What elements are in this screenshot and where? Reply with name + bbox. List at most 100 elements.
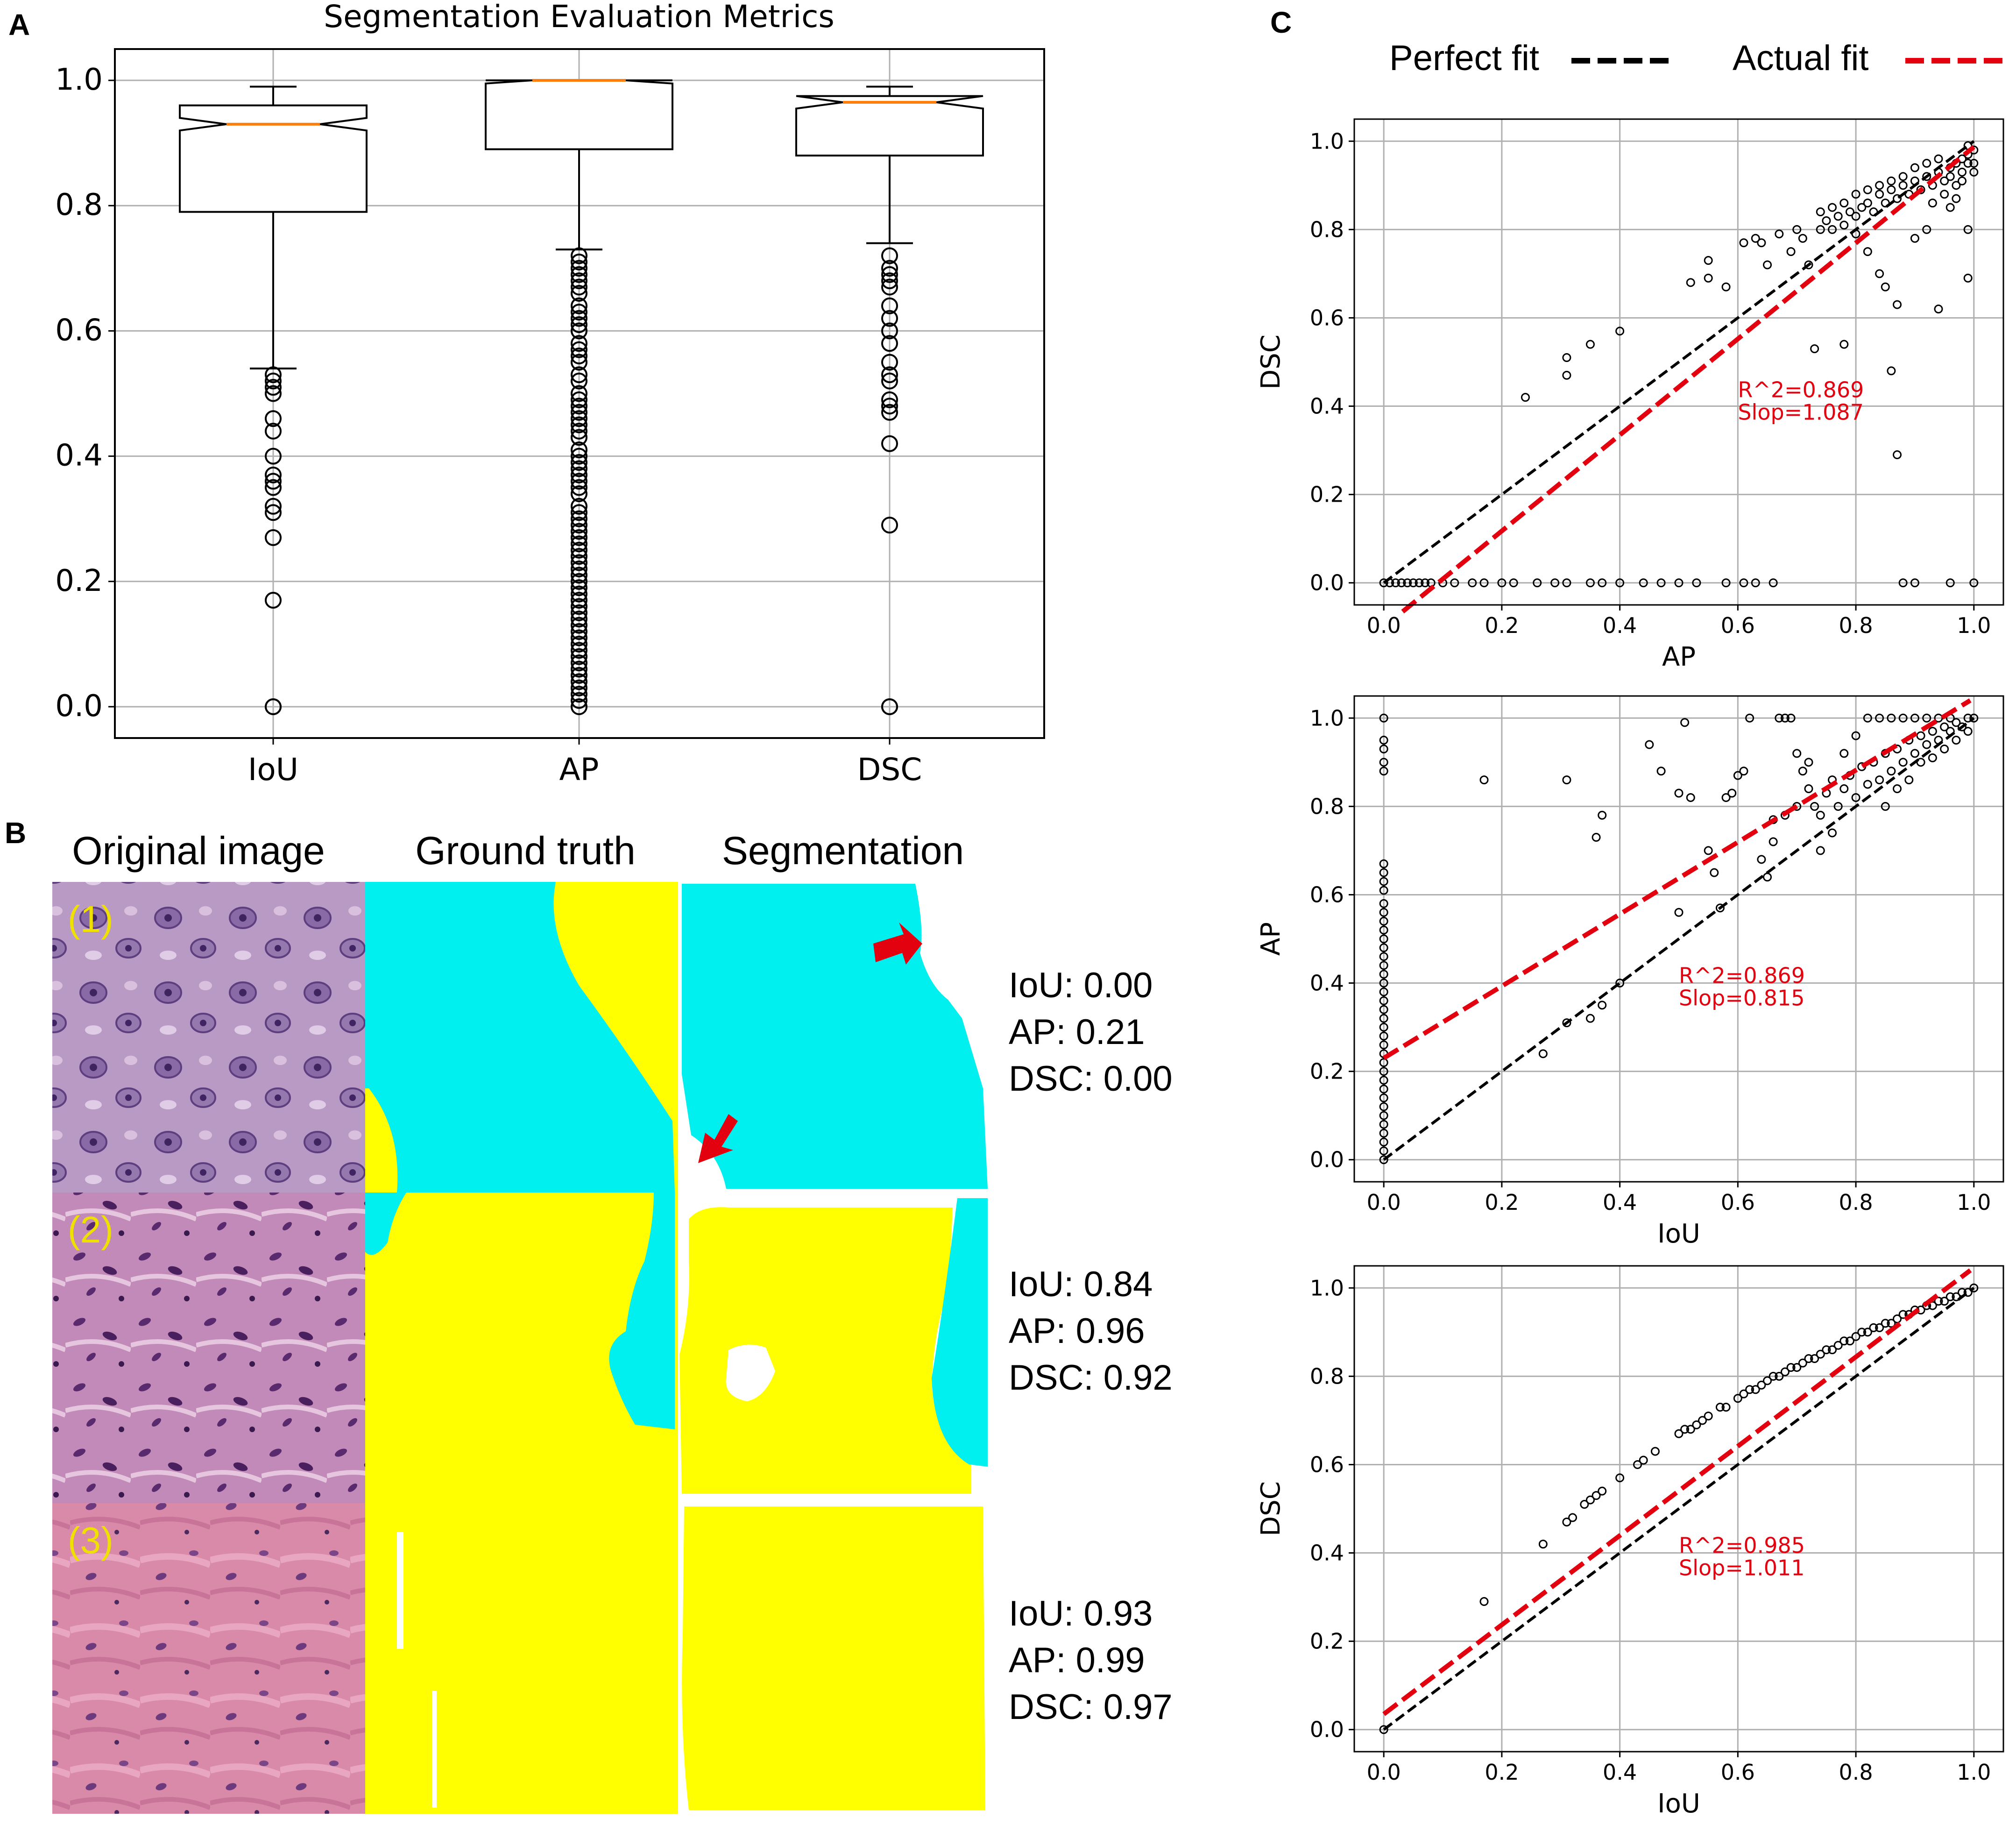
scatter-point bbox=[1757, 855, 1766, 864]
scatter-point bbox=[1379, 987, 1388, 996]
scatter-point bbox=[1379, 1155, 1388, 1165]
scatter-point bbox=[1963, 225, 1973, 234]
x-tick-label: IoU bbox=[248, 752, 298, 788]
x-tick-label: 0.2 bbox=[1485, 613, 1519, 638]
outlier-point bbox=[571, 297, 587, 314]
gt-mask-3 bbox=[365, 1503, 678, 1814]
outlier-point bbox=[571, 529, 587, 546]
scatter-point bbox=[1615, 1473, 1625, 1483]
scatter-point bbox=[1674, 908, 1684, 917]
scatter-point bbox=[1792, 749, 1802, 758]
x-tick-label: 0.4 bbox=[1603, 1190, 1637, 1215]
metric-ap-2: AP: 0.96 bbox=[1009, 1311, 1145, 1351]
scatter-point bbox=[1792, 225, 1802, 234]
outlier-point bbox=[265, 366, 282, 383]
scatter-point bbox=[1379, 943, 1388, 952]
outlier-point bbox=[571, 460, 587, 477]
scatter-point bbox=[1810, 344, 1819, 354]
scatter-point bbox=[1379, 1102, 1388, 1111]
scatter-point bbox=[1521, 393, 1530, 402]
x-tick-label: 0.0 bbox=[1367, 1190, 1401, 1215]
scatter-point bbox=[1792, 1363, 1802, 1372]
tissue-image-1 bbox=[52, 882, 365, 1193]
x-tick-label: 0.2 bbox=[1485, 1190, 1519, 1215]
scatter-point bbox=[1704, 846, 1713, 855]
scatter-point bbox=[1910, 713, 1919, 723]
scatter-point bbox=[1851, 793, 1860, 802]
outlier-point bbox=[571, 629, 587, 646]
scatter-point bbox=[1887, 176, 1896, 185]
y-tick-label: 0.8 bbox=[1310, 1363, 1344, 1389]
scatter-point bbox=[1952, 718, 1961, 727]
outlier-point bbox=[571, 310, 587, 327]
x-axis-label: AP bbox=[1662, 642, 1696, 672]
scatter-point bbox=[1898, 172, 1908, 181]
outlier-point bbox=[881, 335, 898, 352]
y-tick-label: 0.0 bbox=[55, 689, 103, 724]
outlier-point bbox=[571, 416, 587, 433]
ground-truth-masks bbox=[365, 882, 678, 1814]
outlier-point bbox=[571, 341, 587, 358]
scatter-point bbox=[1704, 273, 1713, 283]
scatter-point bbox=[1916, 185, 1925, 194]
x-tick-label: 0.8 bbox=[1839, 1760, 1873, 1785]
scatter-point bbox=[1863, 199, 1872, 208]
outlier-point bbox=[881, 272, 898, 290]
scatter-point bbox=[1963, 273, 1973, 283]
scatter-point bbox=[1786, 1363, 1796, 1372]
box-body bbox=[485, 79, 673, 150]
scatter-point bbox=[1922, 225, 1931, 234]
box-iou bbox=[179, 85, 368, 715]
scatter-point bbox=[1934, 305, 1943, 314]
scatter-point bbox=[1822, 216, 1831, 225]
scatter-point bbox=[1969, 578, 1979, 588]
gt-mask-2-cyan-right bbox=[609, 1193, 675, 1429]
scatter-point bbox=[1680, 1425, 1690, 1434]
scatter-point bbox=[1969, 713, 1979, 723]
y-tick-label: 0.6 bbox=[1310, 305, 1344, 330]
segmentation-masks bbox=[679, 884, 988, 1810]
scatter-point bbox=[1645, 740, 1654, 749]
scatter-point bbox=[1562, 1018, 1571, 1028]
scatter-point bbox=[1910, 163, 1919, 172]
outlier-point bbox=[265, 379, 282, 396]
outlier-point bbox=[265, 385, 282, 402]
scatter-point bbox=[1533, 578, 1542, 588]
outlier-point bbox=[881, 354, 898, 371]
scatter-point bbox=[1804, 1354, 1813, 1363]
y-tick-label: 0.4 bbox=[1310, 394, 1344, 419]
boxes bbox=[179, 79, 984, 715]
scatter-point bbox=[1379, 1031, 1388, 1041]
fit-annotation: R^2=0.869 bbox=[1738, 377, 1864, 403]
box-plot: Segmentation Evaluation Metrics 0.00.20.… bbox=[55, 0, 1045, 788]
outlier-point bbox=[571, 447, 587, 465]
scatter-point bbox=[1391, 578, 1400, 588]
y-tick-label: 1.0 bbox=[1310, 128, 1344, 154]
scatter-point bbox=[1479, 578, 1489, 588]
scatter-point bbox=[1686, 1425, 1695, 1434]
outlier-point bbox=[571, 404, 587, 421]
gt-mask-2-cyan-left bbox=[365, 1193, 406, 1255]
scatter-point bbox=[1680, 718, 1690, 727]
scatter-point bbox=[1468, 578, 1477, 588]
scatter-point bbox=[1763, 1376, 1772, 1385]
y-tick-label: 0.6 bbox=[1310, 1452, 1344, 1477]
scatter-point bbox=[1863, 713, 1872, 723]
box-body bbox=[795, 95, 984, 156]
scatter-point bbox=[1910, 234, 1919, 243]
scatter-point bbox=[1379, 1014, 1388, 1023]
box-dsc bbox=[795, 85, 984, 715]
scatter-point bbox=[1958, 176, 1967, 185]
scatter-point bbox=[1887, 366, 1896, 376]
scatter-point bbox=[1739, 767, 1748, 776]
scatter-point bbox=[1822, 1345, 1831, 1355]
scatter-point bbox=[1379, 578, 1388, 588]
outlier-point bbox=[571, 692, 587, 709]
scatter-point bbox=[1733, 771, 1742, 780]
scatter-point bbox=[1704, 1411, 1713, 1420]
scatter-point bbox=[1715, 1403, 1725, 1412]
outlier-point bbox=[571, 278, 587, 296]
scatter-point bbox=[1585, 578, 1595, 588]
scatter-point bbox=[1869, 207, 1878, 217]
